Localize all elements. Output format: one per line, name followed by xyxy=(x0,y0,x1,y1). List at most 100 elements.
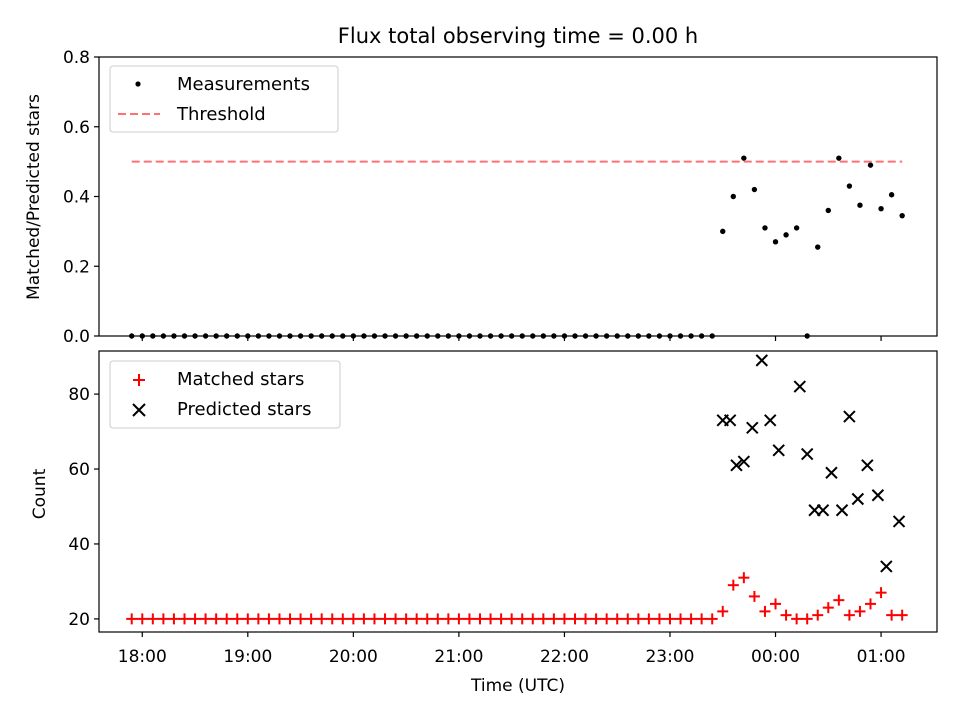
matched-star-point xyxy=(622,613,634,625)
measurement-point xyxy=(783,232,789,238)
matched-star-point xyxy=(854,605,866,617)
predicted-star-point xyxy=(851,492,865,506)
legend-matched-marker xyxy=(133,374,145,386)
matched-star-point xyxy=(273,613,285,625)
measurement-point xyxy=(720,228,726,235)
x-tick-label: 22:00 xyxy=(540,647,589,667)
predicted-star-point xyxy=(793,380,807,393)
matched-star-point xyxy=(590,613,602,625)
bottom-panel: 20 40 60 80 18:00 19:00 20:00 21:00 22:00 23:00 0… xyxy=(30,350,938,696)
legend-matched-label: Matched stars xyxy=(177,369,304,390)
matched-star-point xyxy=(865,598,877,610)
matched-star-point xyxy=(295,613,307,625)
x-tick-label: 19:00 xyxy=(223,647,272,667)
matched-star-point xyxy=(717,605,729,617)
matched-star-point xyxy=(368,613,380,625)
predicted-star-point xyxy=(772,444,785,457)
measurement-points xyxy=(129,155,905,339)
matched-star-point xyxy=(537,613,549,625)
matched-star-point xyxy=(210,613,222,625)
matched-star-point xyxy=(178,613,190,625)
matched-star-point xyxy=(495,613,507,625)
matched-star-point xyxy=(886,609,898,621)
matched-star-point xyxy=(157,613,169,625)
matched-star-point xyxy=(379,613,391,625)
matched-star-point xyxy=(231,613,243,625)
matched-star-point xyxy=(632,613,644,625)
matched-star-point xyxy=(601,613,613,625)
predicted-star-point xyxy=(880,560,893,573)
matched-star-point xyxy=(780,609,792,621)
predicted-star-point xyxy=(892,515,906,528)
matched-star-point xyxy=(453,613,465,625)
count-points xyxy=(126,354,908,625)
predicted-star-point xyxy=(835,504,849,517)
matched-star-point xyxy=(263,613,275,625)
matched-star-point xyxy=(738,572,750,584)
matched-star-point xyxy=(580,613,592,625)
matched-star-point xyxy=(548,613,560,625)
top-legend-frame xyxy=(109,65,339,133)
x-tick-label: 23:00 xyxy=(645,647,694,667)
matched-star-point xyxy=(675,613,687,625)
matched-star-point xyxy=(822,602,834,614)
measurement-point xyxy=(899,212,905,219)
measurement-point xyxy=(836,155,842,161)
top-y-tick-label: 0.6 xyxy=(63,118,90,138)
predicted-star-point xyxy=(764,414,777,427)
predicted-star-point xyxy=(755,354,769,367)
matched-star-point xyxy=(316,613,328,625)
matched-star-point xyxy=(833,594,845,606)
legend-predicted-label: Predicted stars xyxy=(177,399,311,420)
measurement-point xyxy=(793,225,800,231)
matched-star-point xyxy=(252,613,264,625)
matched-star-point xyxy=(611,613,623,625)
matched-star-point xyxy=(221,613,233,625)
matched-star-point xyxy=(748,590,760,602)
measurement-point xyxy=(825,207,831,214)
measurement-point xyxy=(815,244,821,250)
top-y-tick-label: 0.4 xyxy=(63,188,90,208)
legend-predicted-marker xyxy=(132,403,146,417)
matched-star-point xyxy=(516,613,528,625)
top-y-axis: 0.0 0.2 0.4 0.6 0.8 xyxy=(63,48,882,347)
x-tick-label: 00:00 xyxy=(751,647,800,667)
bottom-y-tick-label: 20 xyxy=(68,610,90,630)
matched-star-point xyxy=(653,613,665,625)
matched-star-point xyxy=(168,613,180,625)
matched-star-point xyxy=(305,613,317,625)
matched-star-point xyxy=(706,613,718,625)
predicted-star-point xyxy=(746,421,759,435)
predicted-star-point xyxy=(843,410,856,423)
matched-star-point xyxy=(527,613,539,625)
matched-star-point xyxy=(284,613,296,625)
measurement-point xyxy=(878,206,884,212)
measurement-point xyxy=(741,155,747,161)
matched-star-point xyxy=(463,613,475,625)
matched-star-point xyxy=(421,613,433,625)
x-tick-label: 18:00 xyxy=(118,647,167,667)
top-y-axis-label: Matched/Predicted stars xyxy=(24,94,44,300)
matched-star-point xyxy=(843,609,855,621)
predicted-star-point xyxy=(730,459,743,472)
predicted-star-point xyxy=(737,455,751,468)
predicted-star-point xyxy=(816,504,830,517)
legend-measurements-label: Measurements xyxy=(177,74,310,95)
measurement-point xyxy=(730,193,737,200)
matched-star-point xyxy=(485,613,497,625)
top-panel: 0.00.20.40.60.8 Matched/Predicted stars … xyxy=(24,48,938,347)
matched-star-point xyxy=(685,613,697,625)
legend-threshold-label: Threshold xyxy=(176,104,266,125)
matched-star-point xyxy=(875,587,887,599)
predicted-star-point xyxy=(871,489,885,502)
matched-star-point xyxy=(506,613,518,625)
bottom-y-tick-label: 60 xyxy=(68,460,90,480)
matched-star-point xyxy=(337,613,349,625)
measurement-point xyxy=(867,162,874,168)
top-y-tick-label: 0.0 xyxy=(63,327,90,347)
top-y-tick-label: 0.2 xyxy=(63,257,90,277)
matched-star-point xyxy=(643,613,655,625)
matched-star-point xyxy=(801,613,813,625)
top-legend: Measurements Threshold xyxy=(109,65,339,133)
matched-star-point xyxy=(770,598,782,610)
